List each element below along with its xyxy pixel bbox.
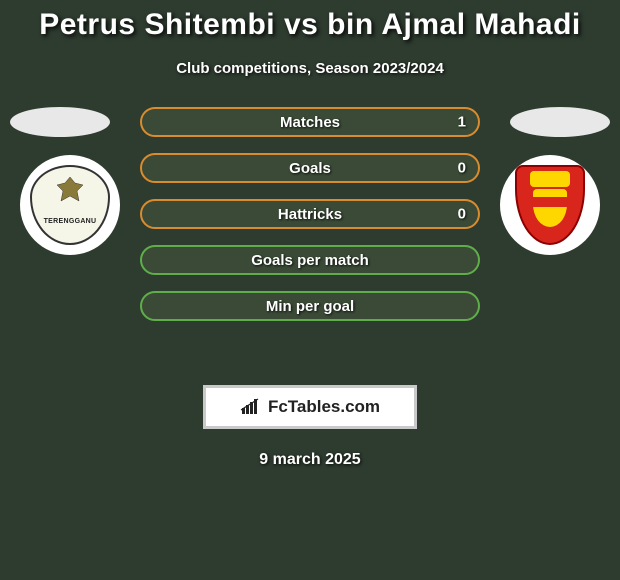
player-photo-left [10,107,110,137]
badge-left-text: TERENGGANU [32,218,108,225]
stat-label: Hattricks [278,206,342,223]
badge-left-inner: TERENGGANU [30,165,110,245]
stat-label: Min per goal [266,298,354,315]
club-badge-left: TERENGGANU [20,155,120,255]
stat-row: Goals 0 [140,153,480,183]
badge-right-scroll [530,171,570,187]
badge-left-shield: TERENGGANU [30,165,110,245]
stat-row: Hattricks 0 [140,199,480,229]
badge-right-crest [533,189,567,227]
subtitle: Club competitions, Season 2023/2024 [0,60,620,77]
club-badge-right [500,155,600,255]
stat-label: Matches [280,114,340,131]
date-text: 9 march 2025 [0,451,620,469]
brand-badge[interactable]: FcTables.com [203,385,417,429]
stat-row: Min per goal [140,291,480,321]
player-photo-right [510,107,610,137]
brand-text: FcTables.com [268,397,380,417]
stat-value-right: 0 [458,160,466,177]
stat-value-right: 1 [458,114,466,131]
stats-column: Matches 1 Goals 0 Hattricks 0 Goals per match M… [140,107,480,337]
stat-row: Matches 1 [140,107,480,137]
bar-chart-icon [240,398,262,416]
stat-row: Goals per match [140,245,480,275]
badge-right-band [533,197,567,207]
stat-label: Goals [289,160,331,177]
stat-label: Goals per match [251,252,369,269]
comparison-card: Petrus Shitembi vs bin Ajmal Mahadi Club… [0,0,620,469]
badge-right-shield [515,165,585,245]
stat-value-right: 0 [458,206,466,223]
crest-icon [55,175,85,205]
comparison-body: TERENGGANU Matches1Goals0Hattricks0Goals… [0,107,620,367]
page-title: Petrus Shitembi vs bin Ajmal Mahadi [0,0,620,42]
